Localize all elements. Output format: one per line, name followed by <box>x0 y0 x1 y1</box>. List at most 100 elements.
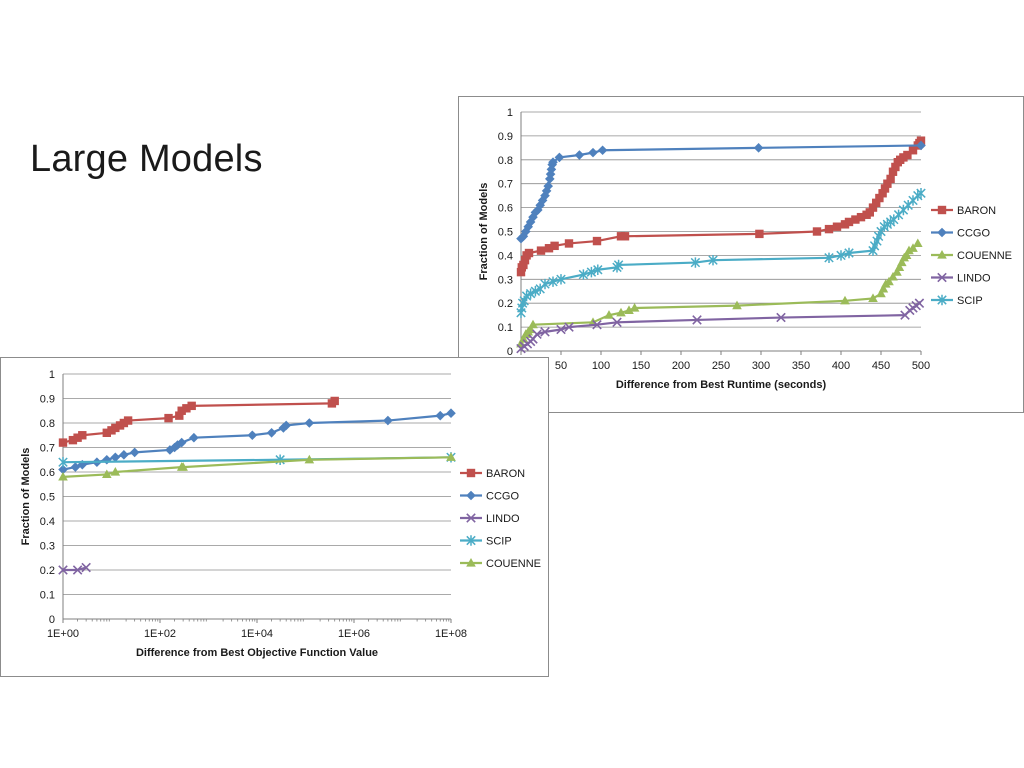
runtime-x-tick-label: 350 <box>792 360 810 372</box>
objective-legend-ccgo-label: CCGO <box>486 491 519 503</box>
runtime-baron-point <box>903 150 912 160</box>
runtime-legend-item-ccgo: CCGO <box>931 228 990 240</box>
runtime-scip-point <box>586 266 597 278</box>
objective-baron-point <box>177 406 186 415</box>
runtime-couenne-point <box>732 300 742 310</box>
objective-couenne-point <box>446 452 456 461</box>
runtime-baron-point <box>550 241 559 251</box>
objective-ccgo-point <box>446 408 456 418</box>
runtime-couenne-point <box>616 307 626 317</box>
objective-baron-point <box>58 438 68 447</box>
runtime-legend-scip-label: SCIP <box>957 295 983 307</box>
objective-ccgo-point <box>101 454 112 465</box>
runtime-ccgo-point <box>753 143 764 153</box>
runtime-x-tick-label: 150 <box>632 360 650 372</box>
runtime-scip-point <box>556 274 566 285</box>
runtime-baron-point <box>516 267 526 277</box>
runtime-scip-point <box>540 278 550 290</box>
runtime-baron-point <box>536 246 546 255</box>
runtime-series-scip <box>516 188 926 318</box>
runtime-lindo-point <box>556 324 566 335</box>
runtime-baron-point <box>620 232 630 241</box>
objective-legend-ccgo-marker <box>466 490 476 501</box>
runtime-y-tick-label: 0.8 <box>498 155 513 167</box>
objective-baron-point <box>111 423 120 433</box>
runtime-y-tick-label: 1 <box>507 107 513 119</box>
runtime-y-tick-label: 0.1 <box>498 322 513 334</box>
runtime-ccgo-point <box>523 221 533 232</box>
runtime-y-tick-label: 0.6 <box>498 203 513 215</box>
objective-legend-lindo-marker <box>466 513 476 523</box>
runtime-legend-lindo-label: LINDO <box>957 273 991 285</box>
objective-legend-scip-marker <box>466 535 476 546</box>
objective-baron-point <box>73 433 82 442</box>
runtime-y-tick-label: 0.5 <box>498 227 513 239</box>
runtime-baron-point <box>844 217 854 227</box>
runtime-x-tick-label: 100 <box>592 360 610 372</box>
objective-legend-scip-label: SCIP <box>486 536 512 548</box>
objective-baron-point <box>102 428 111 437</box>
objective-y-tick-label: 0.2 <box>40 565 55 577</box>
objective-series-scip <box>58 452 456 468</box>
runtime-lindo-point <box>776 312 786 323</box>
runtime-lindo-point <box>540 327 550 337</box>
objective-baron-point <box>68 435 78 445</box>
runtime-legend-item-lindo: LINDO <box>931 273 991 285</box>
objective-x-tick-label: 1E+02 <box>144 628 176 640</box>
runtime-ccgo-point <box>588 147 598 158</box>
runtime-series-baron <box>516 136 926 277</box>
runtime-baron-point <box>868 203 878 212</box>
objective-y-tick-label: 0.9 <box>40 394 55 406</box>
runtime-baron-point <box>755 229 764 239</box>
objective-y-tick-label: 0.1 <box>40 590 55 602</box>
runtime-scip-point <box>530 286 541 297</box>
runtime-chart: 00.10.20.30.40.50.60.70.80.9105010015020… <box>458 96 1024 413</box>
objective-legend-baron-label: BARON <box>486 468 525 480</box>
runtime-ccgo-point <box>546 164 557 175</box>
objective-couenne-point <box>178 462 188 471</box>
runtime-y-axis-title: Fraction of Models <box>478 183 490 281</box>
runtime-baron-point <box>880 184 890 193</box>
objective-series-lindo <box>58 562 91 575</box>
runtime-baron-point <box>832 222 842 231</box>
runtime-lindo-line <box>520 302 921 350</box>
runtime-baron-point <box>886 174 895 184</box>
runtime-lindo-point <box>914 298 925 308</box>
runtime-ccgo-point <box>574 150 585 160</box>
objective-legend-item-scip: SCIP <box>460 535 512 548</box>
runtime-ccgo-point <box>535 200 545 211</box>
objective-legend-item-ccgo: CCGO <box>460 491 519 503</box>
objective-chart-svg: 0 0.1 0.2 0.3 0.4 0.5 0.6 0.7 0.8 0.9 1 1E+00 1E+02 1… <box>20 369 541 659</box>
runtime-couenne-point <box>904 245 914 255</box>
objective-series-baron <box>58 396 339 447</box>
objective-x-tick-label: 1E+00 <box>47 628 79 640</box>
runtime-legend-lindo-marker <box>937 272 947 283</box>
runtime-baron-point <box>524 248 534 258</box>
runtime-couenne-point <box>876 288 886 298</box>
runtime-baron-point <box>872 198 881 208</box>
runtime-scip-point <box>548 276 558 287</box>
objective-y-axis-title: Fraction of Models <box>20 448 32 546</box>
objective-couenne-point <box>304 454 315 464</box>
runtime-legend-item-baron: BARON <box>931 205 996 217</box>
objective-couenne-point <box>110 467 121 476</box>
objective-baron-point <box>119 418 129 428</box>
runtime-legend-baron-marker <box>937 205 947 215</box>
runtime-ccgo-point <box>537 195 548 206</box>
runtime-ccgo-point <box>525 217 536 227</box>
runtime-ccgo-point <box>541 186 552 196</box>
objective-couenne-point <box>58 471 68 481</box>
objective-chart: 0 0.1 0.2 0.3 0.4 0.5 0.6 0.7 0.8 0.9 1 1E+00 1E+02 1… <box>0 357 549 677</box>
objective-legend: BARON CCGO LINDO SCIP COUENNE <box>460 468 541 570</box>
objective-x-axis-title: Difference from Best Objective Function … <box>136 647 378 659</box>
objective-legend-lindo-label: LINDO <box>486 513 520 525</box>
runtime-ccgo-point <box>597 145 608 156</box>
runtime-scip-point <box>824 252 834 263</box>
runtime-couenne-point <box>897 257 907 267</box>
runtime-baron-point <box>519 260 528 270</box>
runtime-x-tick-label: 500 <box>912 360 930 372</box>
runtime-x-tick-label: 450 <box>872 360 890 372</box>
runtime-x-axis-title: Difference from Best Runtime (seconds) <box>616 379 827 391</box>
runtime-baron-point <box>883 179 892 188</box>
objective-x-tick-label: 1E+04 <box>241 628 273 640</box>
